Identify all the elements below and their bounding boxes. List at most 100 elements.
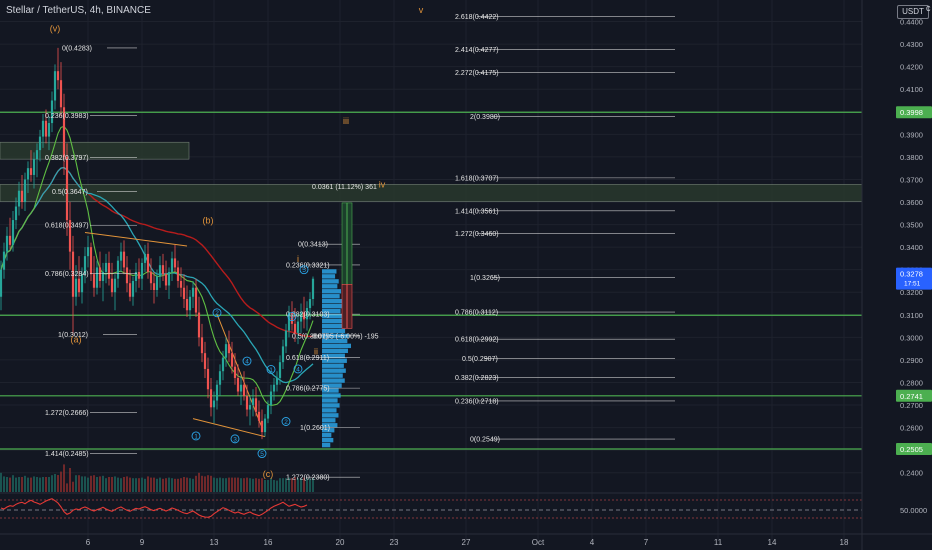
candle-body — [167, 271, 171, 286]
candle-body — [257, 411, 261, 421]
candle-body — [155, 276, 159, 290]
volume-bar — [210, 475, 212, 492]
fib-level-label: 0.5(0.3647) — [52, 189, 88, 196]
fib-level-label: 0.236(0.3983) — [45, 113, 89, 120]
volume-bar — [108, 477, 110, 492]
volume-profile-bar — [322, 323, 347, 329]
candle-body — [92, 274, 96, 288]
candle-body — [173, 258, 177, 268]
volume-bar — [288, 477, 290, 492]
candle-body — [197, 312, 201, 338]
resistance-zone — [0, 141, 190, 160]
fib-level-label: 0(0.4283) — [62, 45, 92, 52]
candle-body — [272, 384, 276, 392]
volume-profile-bar — [322, 328, 346, 334]
candle-body — [242, 384, 246, 397]
fib-level-label: 0.5(0.3007) — [292, 333, 328, 340]
volume-bar — [75, 475, 77, 492]
fib-level-label: 1.272(0.2666) — [45, 410, 89, 417]
candle-body — [206, 368, 210, 390]
fib-level-label: 0(0.2549) — [470, 437, 500, 444]
candle-body — [284, 330, 288, 347]
time-axis-tick: 6 — [86, 538, 91, 547]
volume-profile-bar — [322, 289, 342, 294]
fib-level-label: 2.618(0.4422) — [455, 14, 499, 21]
fib-level-label: 2.414(0.4277) — [455, 47, 499, 54]
volume-bar — [120, 478, 122, 492]
candle-body — [32, 159, 36, 175]
volume-profile-bar — [322, 284, 338, 289]
fib-level-label: 0.618(0.2992) — [455, 337, 499, 344]
volume-bar — [312, 478, 314, 492]
volume-bar — [48, 477, 50, 492]
candle-body — [296, 321, 300, 333]
wave-label-blue-circle — [299, 265, 309, 275]
time-axis-tick: 23 — [390, 538, 399, 547]
volume-bar — [114, 476, 116, 492]
candle-body — [71, 251, 75, 297]
candle-body — [275, 377, 279, 385]
candle-body — [23, 179, 27, 203]
menu-dot[interactable]: c — [926, 3, 931, 13]
volume-bar — [276, 480, 278, 492]
wave-label-blue-circle — [242, 356, 252, 366]
price-level-tag-text: 0.2505 — [900, 445, 923, 454]
candle-body — [83, 256, 87, 275]
volume-bar — [237, 477, 239, 492]
time-axis-tick: 20 — [336, 538, 345, 547]
volume-profile-bar — [322, 437, 334, 443]
volume-profile-bar — [322, 418, 336, 423]
last-price-tag — [896, 267, 932, 290]
candle-body — [68, 220, 72, 252]
volume-bar — [201, 475, 203, 492]
candle-body — [80, 274, 84, 293]
wave-label-blue: 3 — [290, 314, 294, 321]
volume-profile-bar — [322, 353, 345, 358]
price-axis-tick: 0.3800 — [900, 153, 923, 162]
candle-body — [113, 278, 117, 293]
wave-label-blue: 4 — [296, 366, 300, 373]
candle-body — [209, 389, 213, 408]
trendline-upper — [84, 231, 188, 247]
volume-bar — [162, 478, 164, 492]
wave-label-blue-circle — [230, 434, 240, 444]
currency-badge[interactable]: USDT — [897, 5, 929, 19]
time-axis-tick: 13 — [210, 538, 219, 547]
candle-body — [293, 323, 297, 333]
volume-profile-bar — [322, 433, 332, 438]
volume-bar — [72, 481, 74, 492]
price-axis-tick: 0.2600 — [900, 424, 923, 433]
wave-label-orange: v — [419, 5, 424, 15]
candle-body — [302, 312, 306, 320]
volume-bar — [225, 478, 227, 492]
candle-body — [290, 312, 294, 324]
volume-bar — [111, 477, 113, 492]
volume-bar — [3, 476, 5, 492]
candle-body — [287, 312, 291, 331]
volume-bar — [51, 475, 53, 492]
last-price-text: 0.3278 — [900, 270, 923, 279]
volume-bar — [261, 478, 263, 492]
candle-body — [161, 265, 165, 275]
volume-profile-bar — [322, 318, 343, 324]
volume-profile-bar — [322, 428, 335, 433]
wave-label-orange: i — [297, 254, 299, 264]
price-axis-tick: 0.3600 — [900, 198, 923, 207]
candle-body — [44, 120, 48, 137]
wave-label-blue-circle — [281, 417, 291, 426]
volume-bar — [195, 475, 197, 492]
candle-body — [152, 283, 156, 290]
fib-level-label: 2.272(0.4175) — [455, 70, 499, 77]
volume-bar — [306, 478, 308, 492]
time-axis-tick: 27 — [462, 538, 471, 547]
rsi-line — [0, 498, 308, 518]
volume-bar — [90, 475, 92, 492]
volume-bar — [285, 478, 287, 492]
measure-down-label: -0.0195 (-6.00%) -195 — [310, 333, 379, 340]
candle-body — [134, 271, 138, 281]
candle-body — [164, 274, 168, 286]
candle-body — [62, 107, 66, 157]
volume-bar — [144, 478, 146, 492]
volume-profile-bar — [322, 368, 346, 373]
